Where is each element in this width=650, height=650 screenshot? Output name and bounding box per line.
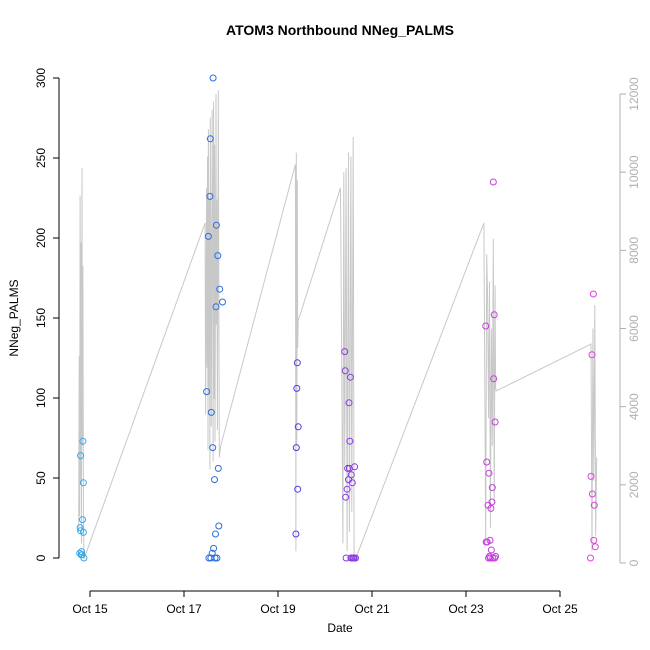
data-point (79, 528, 87, 536)
data-point (492, 552, 500, 560)
data-point (209, 444, 217, 452)
y-tick-label: 250 (34, 148, 48, 168)
data-point (219, 298, 226, 306)
data-point (80, 554, 88, 562)
data-point (212, 303, 220, 311)
y2-tick-label: 0 (627, 559, 641, 566)
data-point (214, 464, 222, 472)
y-tick-label: 100 (34, 388, 48, 408)
data-point (203, 388, 211, 396)
data-point (207, 408, 215, 416)
data-point (347, 471, 355, 479)
data-point (590, 536, 598, 544)
data-point (483, 458, 491, 466)
chart-title: ATOM3 Northbound NNeg_PALMS (226, 22, 454, 38)
y-ticks: 0 50 100 150 200 250 300 (34, 68, 59, 561)
data-point (211, 554, 219, 562)
data-point (212, 221, 220, 229)
y-tick-label: 0 (34, 554, 48, 561)
data-point (341, 367, 349, 375)
data-point (78, 548, 85, 556)
x-tick-label: Oct 19 (260, 602, 296, 616)
y2-ticks: 0 2000 4000 6000 8000 10000 12000 (620, 77, 641, 566)
y2-tick-label: 8000 (627, 237, 641, 264)
x-axis-label: Date (327, 621, 353, 635)
data-point (490, 375, 498, 383)
points-layer (76, 74, 599, 562)
y2-tick-label: 4000 (627, 393, 641, 420)
data-point (293, 384, 301, 392)
data-point (489, 178, 497, 186)
data-point (342, 493, 350, 501)
data-point (216, 285, 224, 293)
data-point (292, 444, 300, 452)
y-tick-label: 300 (34, 68, 48, 88)
x-tick-label: Oct 23 (448, 602, 484, 616)
data-point (293, 359, 301, 367)
data-point (79, 516, 86, 524)
data-point (346, 373, 354, 381)
data-point (79, 479, 87, 487)
data-point (292, 530, 300, 538)
data-point (77, 452, 85, 460)
data-point (485, 469, 493, 477)
data-point (212, 530, 219, 538)
data-point (213, 554, 221, 562)
data-point (487, 504, 495, 512)
data-point (487, 546, 495, 554)
data-point (343, 485, 351, 493)
data-point (210, 544, 218, 552)
y2-tick-label: 2000 (627, 471, 641, 498)
data-point (590, 501, 598, 509)
data-point (214, 252, 222, 260)
data-point (588, 351, 596, 359)
data-point (206, 192, 214, 200)
data-point (345, 399, 353, 407)
x-tick-label: Oct 17 (166, 602, 202, 616)
data-point (346, 437, 354, 445)
data-point (76, 524, 84, 532)
data-point (294, 485, 302, 493)
y2-series-line (78, 90, 598, 560)
y-tick-label: 200 (34, 228, 48, 248)
data-point (591, 543, 599, 551)
data-point (352, 554, 359, 562)
y2-tick-label: 10000 (627, 155, 641, 189)
data-point (488, 484, 496, 492)
x-tick-label: Oct 15 (72, 602, 108, 616)
data-point (209, 74, 217, 82)
y-tick-label: 150 (34, 308, 48, 328)
x-tick-label: Oct 25 (542, 602, 578, 616)
data-point (79, 437, 87, 445)
y2-line-layer (78, 90, 598, 560)
data-point (486, 536, 494, 544)
data-point (587, 554, 594, 562)
data-point (351, 463, 359, 471)
data-point (211, 476, 218, 484)
x-ticks: Oct 15 Oct 17 Oct 19 Oct 21 Oct 23 Oct 25 (72, 591, 578, 616)
x-tick-label: Oct 21 (354, 602, 390, 616)
y-axis-label: NNeg_PALMS (7, 279, 21, 356)
data-point (341, 348, 349, 356)
data-point (206, 135, 214, 143)
data-point (491, 418, 499, 426)
data-point (204, 232, 212, 240)
y2-tick-label: 6000 (627, 315, 641, 342)
data-point (490, 311, 498, 319)
data-point (348, 479, 356, 487)
y2-tick-label: 12000 (627, 77, 641, 111)
data-point (482, 322, 490, 330)
data-point (589, 290, 597, 298)
data-point (488, 498, 496, 506)
data-point (215, 522, 223, 530)
data-point (294, 423, 302, 431)
data-point (588, 490, 596, 498)
data-point (587, 472, 595, 480)
y-tick-label: 50 (34, 471, 48, 485)
